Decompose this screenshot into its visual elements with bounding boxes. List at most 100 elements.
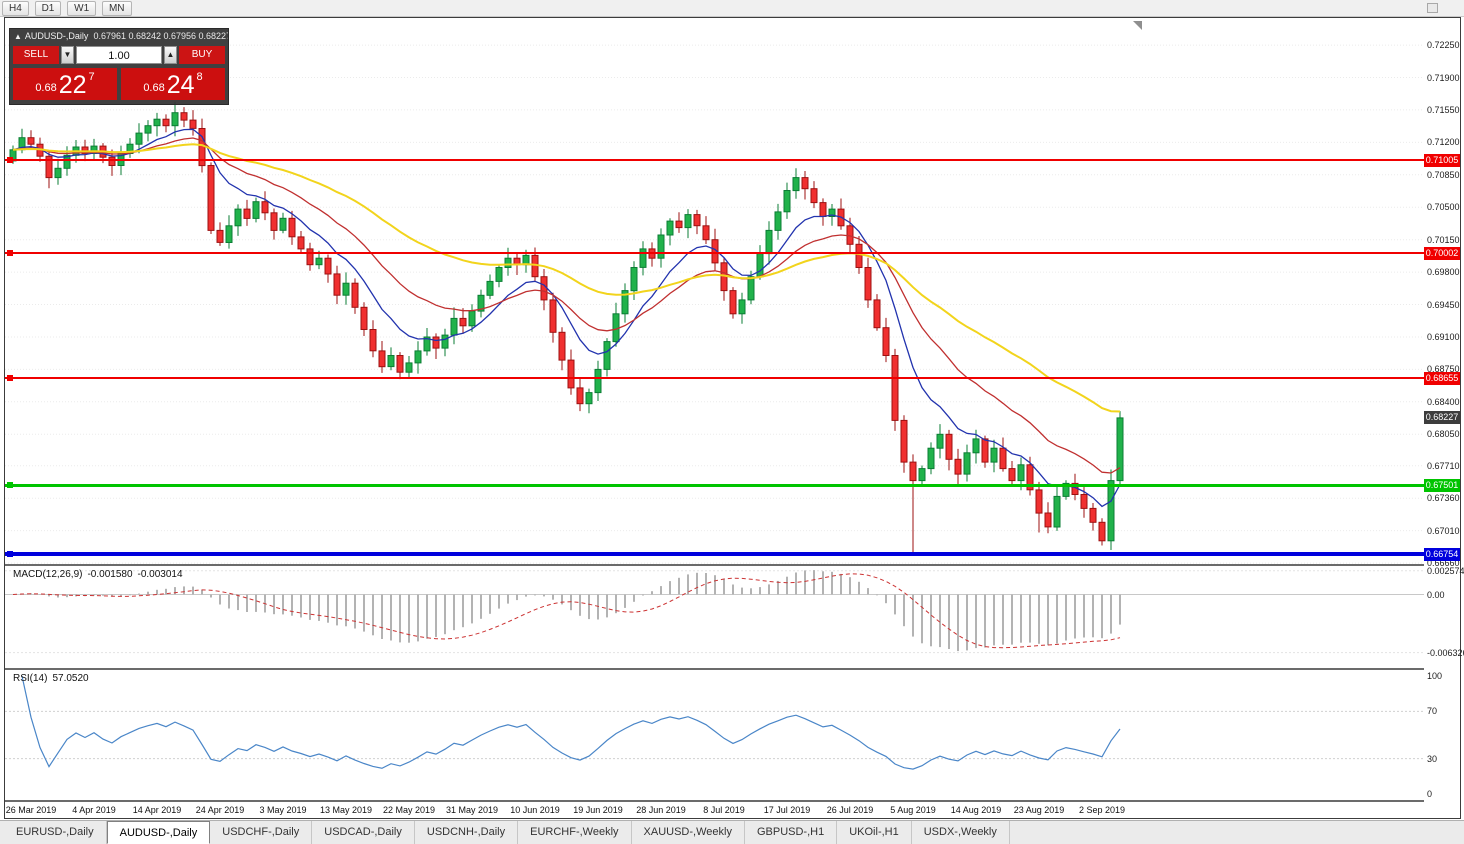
price-tick-label: 0.66660 xyxy=(1427,558,1460,569)
macd-histogram xyxy=(21,570,1121,652)
buy-price-display[interactable]: 0.68 24 8 xyxy=(121,68,225,100)
price-tick-label: 0.71900 xyxy=(1427,72,1460,83)
trade-prices-row: 0.68 22 7 0.68 24 8 xyxy=(10,66,228,104)
horizontal-line-0.67501[interactable] xyxy=(5,482,1424,489)
window-restore-icon[interactable] xyxy=(1427,3,1438,13)
sell-price-display[interactable]: 0.68 22 7 xyxy=(13,68,117,100)
trade-controls-row: SELL ▼ 1.00 ▲ BUY xyxy=(10,44,228,66)
line-anchor-icon[interactable] xyxy=(7,482,13,489)
collapse-panel-icon[interactable]: ▲ xyxy=(14,32,22,41)
timeframe-button-w1[interactable]: W1 xyxy=(67,1,97,16)
chart-tab[interactable]: USDCHF-,Daily xyxy=(210,821,313,844)
pane-separator[interactable] xyxy=(5,800,1460,802)
volume-increase-button[interactable]: ▲ xyxy=(164,46,177,64)
price-tick-label: 0.67360 xyxy=(1427,493,1460,504)
chart-tab[interactable]: EURCHF-,Weekly xyxy=(518,821,632,844)
line-anchor-icon[interactable] xyxy=(7,551,13,558)
timeframe-button-mn[interactable]: MN xyxy=(101,1,132,16)
horizontal-line-0.66754[interactable] xyxy=(5,551,1424,558)
sell-price-pips: 22 xyxy=(58,71,87,99)
horizontal-line-0.68655[interactable] xyxy=(5,375,1424,382)
date-tick-label: 13 May 2019 xyxy=(319,805,373,815)
pane-separator[interactable] xyxy=(5,668,1460,670)
symbol-strip: ▲ AUDUSD-,Daily 0.67961 0.68242 0.67956 0.… xyxy=(10,29,228,44)
buy-price-pips: 24 xyxy=(166,71,195,99)
horizontal-line-0.71005[interactable] xyxy=(5,157,1424,164)
buy-price-figure: 0.68 xyxy=(143,82,165,94)
macd-signal-value: -0.003014 xyxy=(137,569,183,580)
price-tick-label: 0.69450 xyxy=(1427,299,1460,310)
volume-decrease-button[interactable]: ▼ xyxy=(61,46,74,64)
price-tick-label: 0.70850 xyxy=(1427,169,1460,180)
price-tick-label: 0.72250 xyxy=(1427,40,1460,51)
timeframe-button-h4[interactable]: H4 xyxy=(2,1,29,16)
moving-average-lines xyxy=(12,128,1121,508)
macd-indicator-label: MACD(12,26,9) -0.001580 -0.003014 xyxy=(13,569,188,580)
macd-name: MACD(12,26,9) xyxy=(13,569,83,580)
price-chart-plot[interactable] xyxy=(5,18,1424,564)
buy-button[interactable]: BUY xyxy=(179,46,225,64)
date-tick-label: 4 Apr 2019 xyxy=(72,805,116,815)
line-anchor-icon[interactable] xyxy=(7,375,13,382)
date-tick-label: 26 Mar 2019 xyxy=(5,805,57,815)
date-tick-label: 24 Apr 2019 xyxy=(195,805,245,815)
sell-price-figure: 0.68 xyxy=(35,82,57,94)
price-axis[interactable]: 0.72250 0.71900 0.71550 0.71200 0.70850 0.705… xyxy=(1424,18,1464,818)
price-tick-label: 0.70150 xyxy=(1427,234,1460,245)
macd-plot[interactable] xyxy=(5,566,1424,668)
chart-window: ▲ AUDUSD-,Daily 0.67961 0.68242 0.67956 0.… xyxy=(4,17,1464,819)
price-tick-label: 0.68750 xyxy=(1427,364,1460,375)
buy-price-point: 8 xyxy=(196,71,203,83)
macd-tick-label: 0.002574 xyxy=(1427,565,1464,576)
date-tick-label: 14 Apr 2019 xyxy=(132,805,182,815)
chart-tab[interactable]: UKOil-,H1 xyxy=(837,821,912,844)
macd-signal-line xyxy=(12,573,1121,649)
horizontal-line-0.70002[interactable] xyxy=(5,250,1424,257)
price-tick-label: 0.71200 xyxy=(1427,137,1460,148)
rsi-tick-label: 100 xyxy=(1427,671,1443,681)
sell-button[interactable]: SELL xyxy=(13,46,59,64)
chart-tab[interactable]: AUDUSD-,Daily xyxy=(106,821,211,844)
price-tick-label: 0.69800 xyxy=(1427,267,1460,278)
date-tick-label: 19 Jun 2019 xyxy=(573,805,623,815)
date-tick-label: 22 May 2019 xyxy=(382,805,436,815)
rsi-plot[interactable] xyxy=(5,670,1424,800)
ohlc-values: 0.67961 0.68242 0.67956 0.68227 xyxy=(93,31,228,41)
date-tick-label: 26 Jul 2019 xyxy=(826,805,874,815)
pane-separator[interactable] xyxy=(5,564,1460,566)
date-tick-label: 28 Jun 2019 xyxy=(636,805,686,815)
date-axis[interactable]: 26 Mar 2019 4 Apr 2019 14 Apr 2019 24 Apr 2… xyxy=(5,802,1460,818)
line-price-badge: 0.70002 xyxy=(1424,246,1460,260)
volume-input[interactable]: 1.00 xyxy=(76,46,162,64)
chart-tab[interactable]: EURUSD-,Daily xyxy=(4,821,107,844)
price-tick-label: 0.71550 xyxy=(1427,104,1460,115)
date-tick-label: 17 Jul 2019 xyxy=(763,805,811,815)
price-tick-label: 0.67010 xyxy=(1427,525,1460,536)
symbol-title: AUDUSD-,Daily xyxy=(24,31,89,41)
date-tick-label: 23 Aug 2019 xyxy=(1013,805,1065,815)
chart-tab[interactable]: USDCNH-,Daily xyxy=(415,821,519,844)
line-anchor-icon[interactable] xyxy=(7,157,13,164)
timeframe-button-d1[interactable]: D1 xyxy=(34,1,62,16)
chart-tab[interactable]: USDCAD-,Daily xyxy=(312,821,415,844)
macd-main-value: -0.001580 xyxy=(87,569,133,580)
rsi-tick-label: 30 xyxy=(1427,753,1438,764)
one-click-trading-panel: ▲ AUDUSD-,Daily 0.67961 0.68242 0.67956 0.… xyxy=(9,28,229,105)
price-tick-label: 0.70500 xyxy=(1427,202,1460,213)
chart-tab-bar: EURUSD-,Daily AUDUSD-,Daily USDCHF-,Daily U… xyxy=(0,820,1464,844)
timeframe-toolbar: H4 D1 W1 MN xyxy=(0,0,1464,17)
chart-shift-marker-icon xyxy=(1133,21,1142,30)
rsi-line xyxy=(21,675,1121,770)
date-tick-label: 8 Jul 2019 xyxy=(703,805,745,815)
macd-tick-label: -0.006326 xyxy=(1427,647,1464,658)
chart-tab[interactable]: GBPUSD-,H1 xyxy=(745,821,838,844)
price-tick-label: 0.68400 xyxy=(1427,396,1460,407)
rsi-tick-label: 70 xyxy=(1427,706,1438,717)
current-price-badge: 0.68227 xyxy=(1424,411,1460,425)
chart-tab[interactable]: XAUUSD-,Weekly xyxy=(632,821,745,844)
line-price-badge: 0.68655 xyxy=(1424,371,1460,385)
line-anchor-icon[interactable] xyxy=(7,250,13,257)
rsi-grid xyxy=(5,710,1424,760)
chart-tab[interactable]: USDX-,Weekly xyxy=(912,821,1010,844)
price-tick-label: 0.67710 xyxy=(1427,460,1460,471)
